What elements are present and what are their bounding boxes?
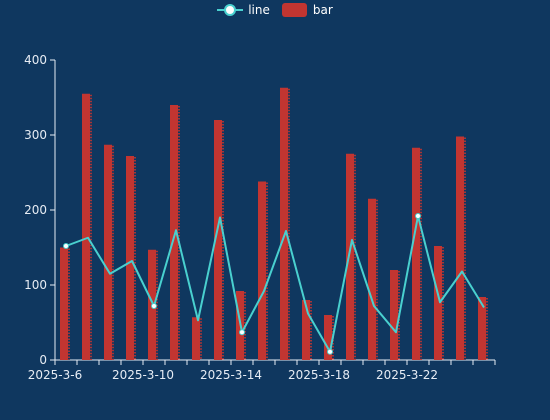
line-point — [239, 329, 245, 336]
legend-item-bar[interactable]: bar — [281, 3, 333, 17]
bar — [192, 317, 200, 360]
line-point — [63, 243, 69, 249]
bar — [368, 198, 376, 360]
bar — [412, 147, 420, 360]
bar — [104, 144, 112, 360]
series-line — [65, 215, 485, 353]
legend: line bar — [0, 3, 550, 17]
bar — [478, 297, 486, 360]
bar — [82, 93, 90, 360]
line-legend-icon — [217, 4, 244, 16]
bar — [346, 153, 354, 360]
line-point — [415, 213, 421, 219]
x-tick-label: 2025-3-6 — [28, 368, 82, 382]
y-tick-label: 200 — [24, 203, 47, 217]
bar — [258, 181, 266, 360]
bar — [324, 315, 332, 360]
legend-label-bar: bar — [312, 3, 333, 17]
bar-legend-icon — [281, 3, 307, 17]
bar — [280, 87, 288, 360]
bar — [214, 120, 222, 360]
y-tick-label: 300 — [24, 128, 47, 142]
bar — [126, 156, 134, 360]
x-tick-label: 2025-3-22 — [376, 368, 438, 382]
x-tick-label: 2025-3-10 — [112, 368, 174, 382]
legend-item-line[interactable]: line — [217, 3, 270, 17]
y-tick-label: 400 — [24, 53, 47, 67]
x-tick-label: 2025-3-14 — [200, 368, 262, 382]
bar — [302, 300, 310, 360]
bar — [390, 270, 398, 360]
y-tick-label: 100 — [24, 278, 47, 292]
x-tick-label: 2025-3-18 — [288, 368, 350, 382]
bar — [434, 246, 442, 360]
legend-label-line: line — [248, 3, 270, 17]
bar — [456, 136, 464, 360]
line-point — [327, 348, 333, 355]
y-tick-label: 0 — [39, 353, 47, 367]
bar — [170, 105, 178, 360]
line-point — [151, 303, 157, 309]
bar — [60, 247, 68, 360]
